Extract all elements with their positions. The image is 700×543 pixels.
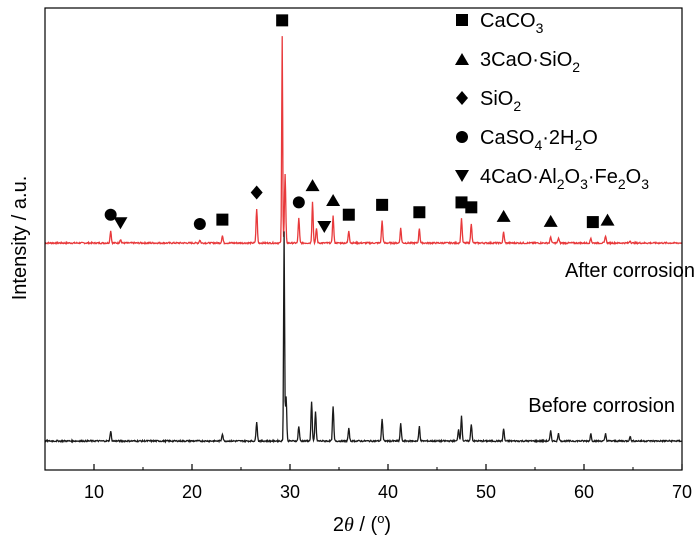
x-axis-title-part: / (	[354, 514, 378, 536]
series-line-before-corrosion	[44, 231, 683, 444]
phase-marker-triangle-up	[600, 213, 615, 226]
axes: 10 20 30 40 50 60 70	[44, 7, 692, 502]
x-tick-label: 40	[378, 482, 398, 502]
legend-label-part: 3CaO·SiO	[480, 49, 572, 71]
legend-item: 4CaO·Al2O3·Fe2O3	[455, 166, 649, 192]
series-line-after-corrosion	[44, 36, 683, 246]
legend-label-part: CaSO	[480, 127, 534, 149]
legend-label: 4CaO·Al2O3·Fe2O3	[480, 166, 649, 192]
legend-label: SiO2	[480, 88, 521, 114]
phase-marker-triangle-up	[305, 179, 320, 192]
legend-label: CaSO4·2H2O	[480, 127, 598, 153]
phase-marker-triangle-up	[543, 214, 558, 227]
legend-label-part: SiO	[480, 88, 513, 110]
legend-label: CaCO3	[480, 10, 544, 36]
legend-label-part: 3	[641, 176, 649, 192]
plot-frame	[44, 7, 683, 471]
legend-label-part: 4CaO·Al	[480, 166, 557, 188]
legend-marker-triangle-up	[455, 53, 469, 65]
legend-marker-triangle-down	[455, 170, 469, 182]
phase-marker-circle	[292, 196, 305, 209]
phase-marker-square	[586, 216, 599, 229]
phase-marker-triangle-up	[326, 193, 341, 206]
x-axis-title-part: 2	[333, 514, 344, 536]
phase-marker-circle	[104, 208, 117, 221]
x-axis-title: 2θ / (o)	[333, 511, 391, 536]
phase-marker-square	[413, 206, 426, 219]
legend-label-part: 3	[536, 20, 544, 36]
legend-item: 3CaO·SiO2	[455, 49, 580, 75]
phase-marker-diamond	[250, 185, 263, 200]
y-axis-title: Intensity / a.u.	[9, 176, 31, 301]
legend-label-part: O	[582, 127, 598, 149]
phase-marker-triangle-up	[496, 209, 511, 222]
legend-item: SiO2	[456, 88, 521, 114]
legend-label-part: 2	[575, 137, 583, 153]
legend-label-part: 3	[580, 176, 588, 192]
phase-marker-triangle-down	[113, 217, 128, 230]
phase-marker-square	[342, 208, 355, 221]
plot-area	[44, 14, 683, 444]
legend-item: CaCO3	[456, 10, 544, 36]
phase-marker-square	[216, 213, 229, 226]
x-tick-label: 50	[476, 482, 496, 502]
label-after-corrosion: After corrosion	[565, 260, 695, 282]
legend-label-part: O	[565, 166, 581, 188]
x-tick-label: 30	[280, 482, 300, 502]
phase-marker-square	[376, 198, 389, 211]
legend-label-part: 2	[572, 59, 580, 75]
phase-marker-square	[455, 196, 468, 209]
phase-marker-circle	[193, 218, 206, 231]
phase-marker-square	[276, 14, 289, 27]
legend-label: 3CaO·SiO2	[480, 49, 580, 75]
label-before-corrosion: Before corrosion	[528, 395, 675, 417]
x-tick-label: 20	[182, 482, 202, 502]
legend-label-part: 2	[618, 176, 626, 192]
legend-label-part: CaCO	[480, 10, 536, 32]
legend-label-part: ·2H	[542, 127, 574, 149]
labels: After corrosion Before corrosion Intensity…	[9, 176, 695, 536]
legend-label-part: 2	[513, 98, 521, 114]
legend-marker-circle	[456, 131, 468, 143]
phase-marker-square	[465, 201, 478, 214]
legend-label-part: 4	[534, 137, 542, 153]
x-axis-title-part: θ	[344, 514, 354, 536]
x-axis-title-part: o	[377, 511, 384, 526]
legend-marker-diamond	[456, 91, 468, 105]
x-tick-label: 70	[672, 482, 692, 502]
x-tick-label: 10	[84, 482, 104, 502]
legend-label-part: O	[626, 166, 642, 188]
legend-item: CaSO4·2H2O	[456, 127, 598, 153]
x-axis-title-part: )	[384, 514, 391, 536]
legend-label-part: 2	[557, 176, 565, 192]
x-ticks: 10 20 30 40 50 60 70	[44, 464, 692, 502]
legend: CaCO33CaO·SiO2SiO2CaSO4·2H2O4CaO·Al2O3·F…	[455, 10, 649, 192]
x-tick-label: 60	[574, 482, 594, 502]
legend-marker-square	[456, 14, 468, 26]
legend-label-part: ·Fe	[588, 166, 618, 188]
phase-marker-triangle-down	[317, 221, 332, 233]
